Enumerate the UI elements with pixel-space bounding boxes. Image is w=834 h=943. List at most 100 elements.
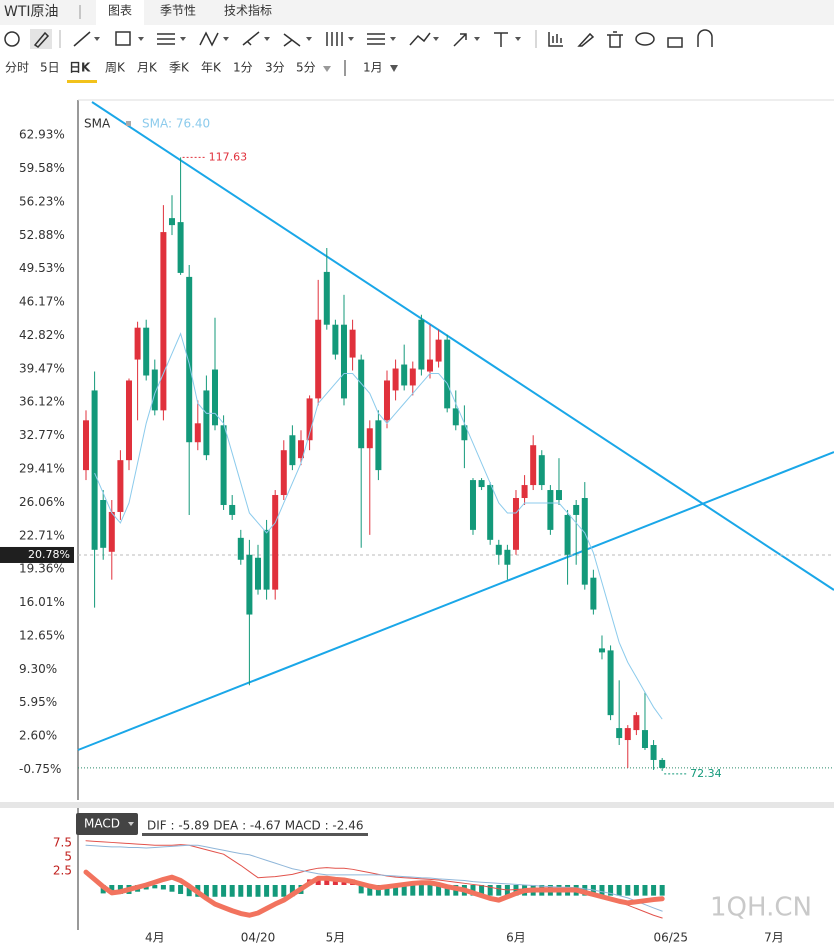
sma-line xyxy=(94,332,663,720)
tab[interactable]: 季节性 xyxy=(160,4,196,18)
y-tick-label: 46.17% xyxy=(19,295,65,309)
period[interactable]: 月K xyxy=(137,61,158,75)
dropdown-arrow[interactable] xyxy=(264,37,270,41)
tool-icon[interactable] xyxy=(697,29,713,47)
trend-line[interactable] xyxy=(91,101,834,591)
y-tick-label: 49.53% xyxy=(19,261,65,275)
y-tick-label: 39.47% xyxy=(19,361,65,375)
candle-body xyxy=(91,390,98,550)
period[interactable]: 年K xyxy=(201,61,222,75)
tool-icon[interactable] xyxy=(635,32,655,46)
tool-icon[interactable] xyxy=(409,32,431,46)
tool-icon[interactable] xyxy=(33,31,50,48)
macd-bar xyxy=(384,884,390,896)
candle-body xyxy=(134,327,141,360)
y-tick-label: -0.75% xyxy=(19,762,61,776)
candle-body xyxy=(650,745,657,760)
dropdown-arrow[interactable] xyxy=(348,37,354,41)
tool-icon[interactable] xyxy=(4,31,20,47)
macd-button[interactable] xyxy=(76,813,138,835)
candle-body xyxy=(633,715,640,731)
candle-body xyxy=(512,498,519,550)
tool-icon[interactable] xyxy=(453,33,467,47)
candle-body xyxy=(581,498,588,585)
macd-bar xyxy=(272,884,278,897)
dropdown-arrow[interactable] xyxy=(474,37,480,41)
period[interactable]: 3分 xyxy=(265,61,285,75)
low-annotation: 72.34 xyxy=(690,767,722,780)
candle-body xyxy=(401,364,408,386)
y-tick-label: 26.06% xyxy=(19,495,65,509)
period[interactable]: 5日 xyxy=(40,61,60,75)
tool-icon[interactable] xyxy=(326,32,343,46)
macd-bar xyxy=(410,884,416,896)
macd-bar xyxy=(625,884,631,896)
candle-body xyxy=(246,554,253,615)
candle-body xyxy=(573,504,580,515)
y-tick-label: 2.5 xyxy=(53,863,72,877)
macd-bar xyxy=(178,884,184,894)
tool-icon[interactable] xyxy=(494,32,508,47)
dropdown-arrow[interactable] xyxy=(323,66,331,72)
tool-icon[interactable] xyxy=(73,31,91,47)
period[interactable]: 1分 xyxy=(233,61,253,75)
tool-icon[interactable] xyxy=(157,33,175,45)
trend-line[interactable] xyxy=(77,451,834,751)
macd-line xyxy=(83,869,665,918)
candle-body xyxy=(203,390,210,456)
macd-bar xyxy=(221,884,227,897)
dropdown-arrow[interactable] xyxy=(138,37,144,41)
y-tick-label: 16.01% xyxy=(19,595,65,609)
macd-bar xyxy=(401,884,407,896)
dropdown-arrow[interactable] xyxy=(94,37,100,41)
y-tick-label: 7.5 xyxy=(53,835,72,849)
tool-icon[interactable] xyxy=(283,33,301,47)
tool-icon[interactable] xyxy=(607,31,623,48)
candle-body xyxy=(538,455,545,486)
dropdown-arrow[interactable] xyxy=(223,37,229,41)
candle-body xyxy=(194,423,201,443)
macd-bar xyxy=(444,884,450,896)
tool-icon[interactable] xyxy=(115,31,131,46)
candle-body xyxy=(409,368,416,386)
tool-icon[interactable] xyxy=(577,32,595,47)
dropdown-arrow[interactable] xyxy=(433,37,439,41)
candle-body xyxy=(521,485,528,499)
y-tick-label: 52.88% xyxy=(19,228,65,242)
macd-underline xyxy=(142,833,368,836)
candle-body xyxy=(125,380,132,461)
active-tab-bg xyxy=(96,0,144,25)
macd-bar xyxy=(109,884,115,894)
y-tick-label: 22.71% xyxy=(19,528,65,542)
candle-body xyxy=(263,529,270,590)
macd-bar xyxy=(246,884,252,897)
tool-icon[interactable] xyxy=(199,31,219,47)
candle-body xyxy=(616,728,623,739)
dropdown-arrow[interactable] xyxy=(128,822,134,826)
period[interactable]: 日K xyxy=(69,61,91,75)
period[interactable]: 周K xyxy=(105,61,126,75)
tab[interactable]: 图表 xyxy=(108,4,132,18)
x-tick-label: 5月 xyxy=(326,931,346,943)
tab[interactable]: 技术指标 xyxy=(224,3,272,18)
tool-active-bg xyxy=(30,29,52,49)
tool-icon[interactable] xyxy=(667,37,683,48)
candle-body xyxy=(590,577,597,610)
candle-body xyxy=(211,369,218,426)
tool-icon[interactable] xyxy=(548,32,563,47)
range-selector[interactable]: 1月 xyxy=(363,61,383,75)
macd-header: MACD DIF : -5.89 DEA : -4.67 MACD : -2.4… xyxy=(76,813,368,836)
period[interactable]: 分时 xyxy=(5,61,29,75)
dropdown-arrow[interactable] xyxy=(390,65,398,72)
x-tick-label: 4月 xyxy=(145,931,165,943)
dropdown-arrow[interactable] xyxy=(306,37,312,41)
tool-icon[interactable] xyxy=(367,33,385,45)
dropdown-arrow[interactable] xyxy=(180,37,186,41)
period[interactable]: 5分 xyxy=(296,61,316,75)
dropdown-arrow[interactable] xyxy=(390,37,396,41)
period[interactable]: 季K xyxy=(169,61,190,75)
candle-body xyxy=(383,380,390,421)
dropdown-arrow[interactable] xyxy=(515,37,521,41)
tool-icon[interactable] xyxy=(242,31,260,46)
candle-body xyxy=(444,339,451,409)
